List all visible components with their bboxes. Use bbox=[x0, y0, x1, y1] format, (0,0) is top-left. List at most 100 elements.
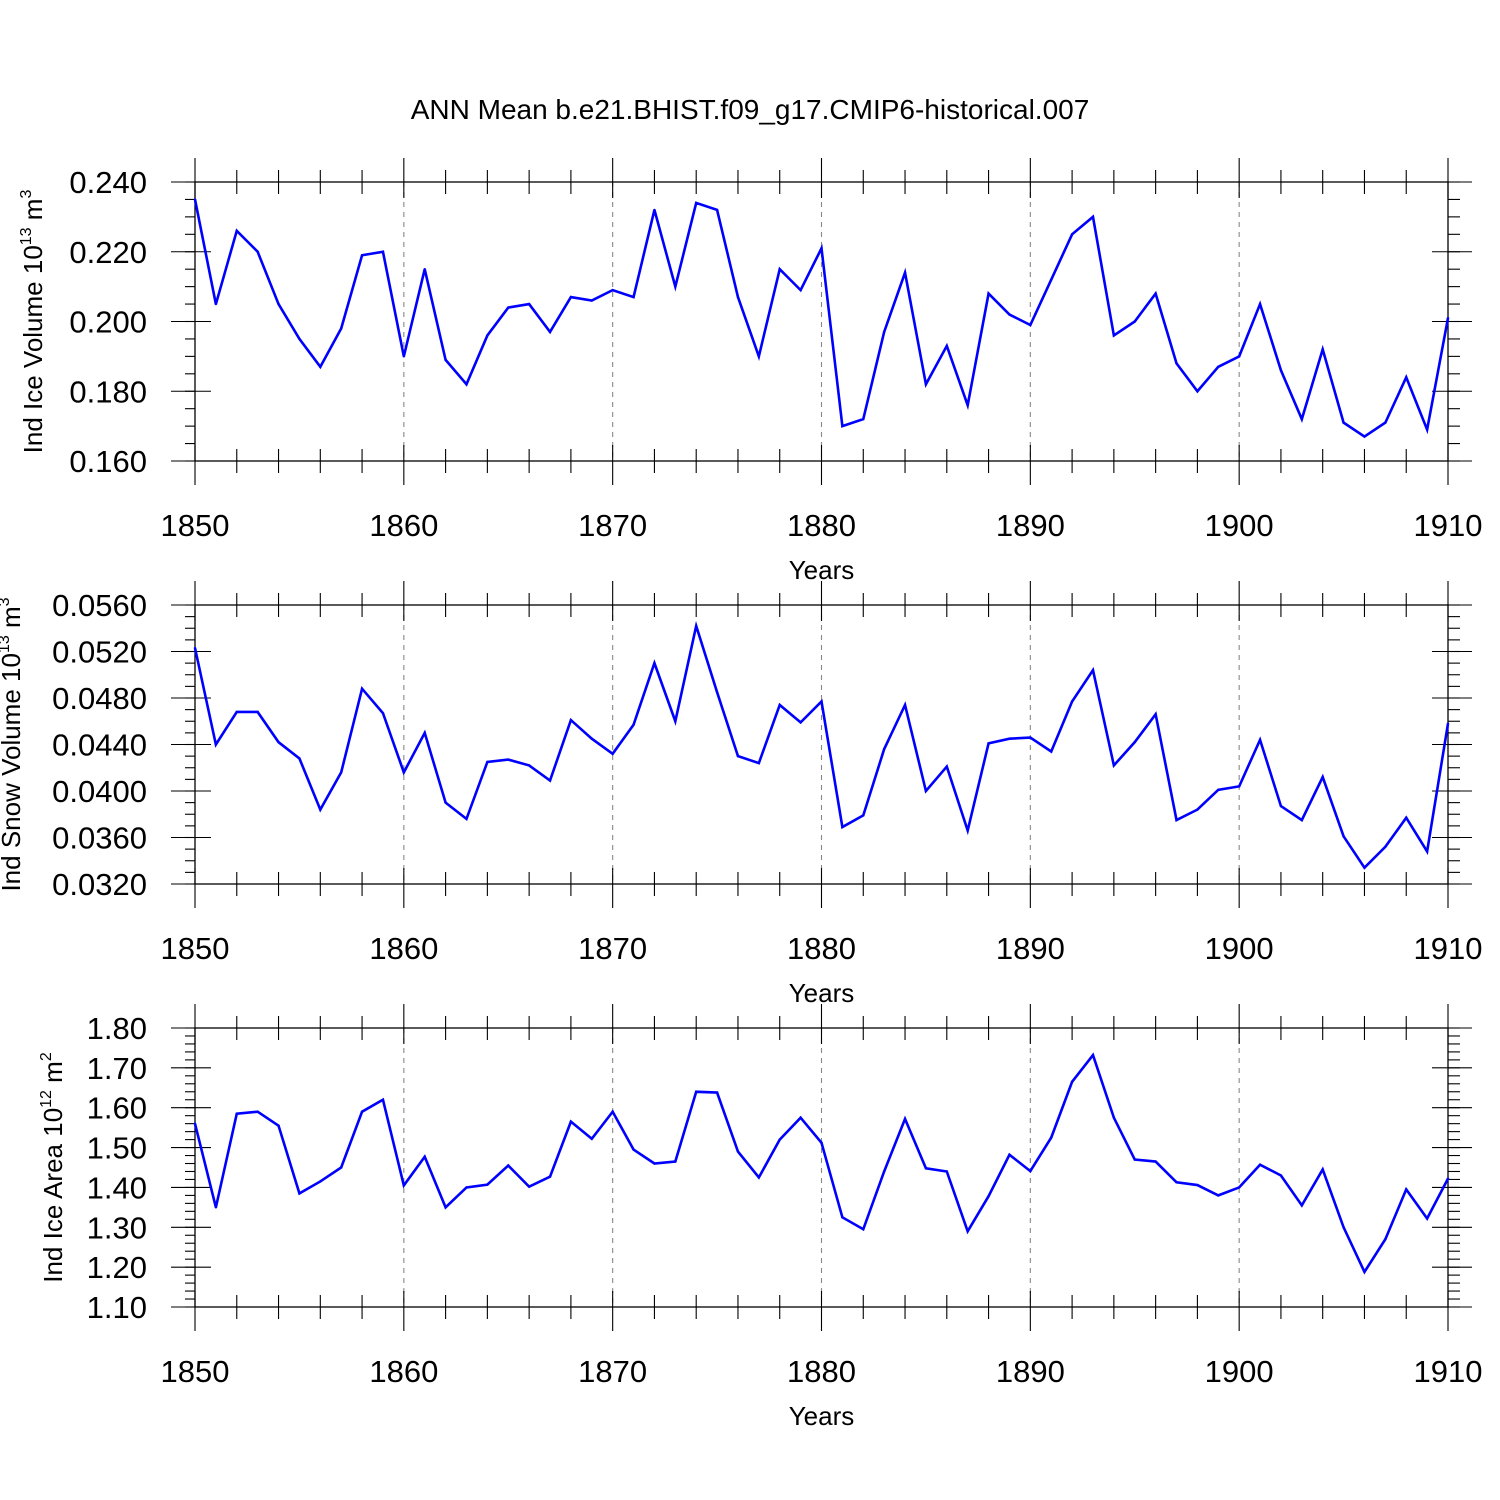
data-point bbox=[632, 295, 635, 299]
data-point bbox=[298, 757, 301, 760]
data-point bbox=[1091, 1053, 1095, 1057]
x-tick-label: 1910 bbox=[1414, 508, 1483, 543]
data-point bbox=[507, 1164, 510, 1167]
data-point bbox=[527, 1185, 531, 1188]
data-point bbox=[548, 330, 552, 334]
data-point bbox=[924, 1167, 928, 1170]
data-point bbox=[1300, 818, 1304, 822]
data-point bbox=[214, 743, 218, 746]
x-tick-label: 1890 bbox=[996, 1354, 1065, 1389]
data-point bbox=[402, 355, 406, 358]
x-tick-label: 1900 bbox=[1205, 931, 1274, 966]
data-point bbox=[757, 1176, 761, 1179]
y-axis-label: Ind Snow Volume 1013 m3 bbox=[0, 597, 26, 891]
data-point bbox=[1300, 417, 1304, 421]
data-point bbox=[1363, 866, 1366, 869]
y-tick-label: 1.10 bbox=[87, 1290, 147, 1325]
y-tick-label: 0.0560 bbox=[52, 588, 147, 623]
data-point bbox=[360, 1110, 364, 1113]
data-point bbox=[298, 1192, 301, 1195]
y-axis-label-ylabel-unit-exp: 3 bbox=[0, 597, 13, 606]
data-point bbox=[319, 808, 322, 811]
data-point bbox=[1237, 355, 1241, 358]
y-axis-label-ylabel-exp: 13 bbox=[18, 227, 35, 245]
data-point bbox=[736, 295, 740, 299]
data-point bbox=[1405, 1188, 1408, 1191]
data-point bbox=[507, 306, 510, 309]
x-tick-label: 1880 bbox=[787, 931, 856, 966]
x-axis-label: Years bbox=[789, 978, 855, 1008]
data-point bbox=[882, 330, 886, 334]
x-tick-label: 1900 bbox=[1205, 1354, 1274, 1389]
y-tick-label: 1.40 bbox=[87, 1170, 147, 1205]
data-point bbox=[715, 208, 719, 212]
data-point bbox=[653, 661, 656, 665]
data-point bbox=[569, 1120, 573, 1123]
x-axis-label: Years bbox=[789, 555, 855, 585]
x-tick-label: 1880 bbox=[787, 508, 856, 543]
data-point bbox=[695, 1090, 698, 1093]
y-tick-label: 0.160 bbox=[69, 444, 147, 479]
data-point bbox=[193, 198, 197, 201]
data-point bbox=[882, 1170, 886, 1173]
y-axis-label-ylabel-unit: m bbox=[38, 1061, 68, 1090]
y-tick-label: 0.0480 bbox=[52, 681, 147, 716]
data-point bbox=[590, 299, 593, 302]
data-point bbox=[1237, 1186, 1241, 1189]
data-point bbox=[1446, 722, 1450, 725]
data-point bbox=[1029, 736, 1032, 739]
data-point bbox=[444, 1206, 447, 1209]
data-point bbox=[1154, 1160, 1157, 1163]
data-point bbox=[1237, 785, 1241, 788]
data-point bbox=[862, 417, 865, 421]
data-point bbox=[486, 334, 489, 337]
data-point bbox=[298, 337, 301, 341]
data-point bbox=[862, 1228, 865, 1231]
data-point bbox=[1196, 390, 1199, 393]
data-point bbox=[1321, 1168, 1324, 1171]
data-point bbox=[569, 718, 573, 722]
data-point bbox=[1342, 421, 1345, 424]
data-point bbox=[1384, 845, 1387, 848]
y-tick-label: 0.180 bbox=[69, 374, 147, 409]
data-point bbox=[1258, 738, 1262, 742]
data-point bbox=[1342, 1226, 1345, 1229]
x-tick-label: 1850 bbox=[161, 931, 230, 966]
data-point bbox=[987, 1194, 990, 1198]
data-point bbox=[757, 355, 761, 358]
x-tick-label: 1890 bbox=[996, 931, 1065, 966]
data-point bbox=[757, 761, 761, 765]
data-point bbox=[486, 1183, 489, 1186]
x-axis-label: Years bbox=[789, 1401, 855, 1431]
data-point bbox=[423, 267, 426, 271]
data-point bbox=[1425, 428, 1429, 431]
data-point bbox=[319, 365, 322, 369]
data-point bbox=[1070, 700, 1074, 703]
data-point bbox=[339, 1166, 343, 1169]
x-tick-label: 1870 bbox=[578, 508, 647, 543]
data-point bbox=[569, 295, 573, 299]
data-point bbox=[1008, 313, 1011, 316]
data-point bbox=[465, 817, 468, 821]
data-point bbox=[1112, 334, 1116, 337]
data-point bbox=[674, 1160, 677, 1163]
data-point bbox=[527, 764, 531, 767]
data-point bbox=[966, 829, 969, 832]
y-tick-label: 0.240 bbox=[69, 165, 147, 200]
x-tick-label: 1850 bbox=[161, 1354, 230, 1389]
x-tick-label: 1910 bbox=[1414, 931, 1483, 966]
data-point bbox=[256, 1110, 259, 1113]
data-point bbox=[1050, 1136, 1053, 1139]
data-point bbox=[381, 711, 385, 715]
x-tick-label: 1880 bbox=[787, 1354, 856, 1389]
data-point bbox=[924, 383, 928, 386]
data-point bbox=[590, 737, 593, 740]
data-point bbox=[903, 703, 907, 707]
data-point bbox=[1112, 764, 1116, 767]
data-point bbox=[1321, 348, 1324, 351]
data-point bbox=[799, 288, 802, 292]
y-tick-label: 0.200 bbox=[69, 305, 147, 340]
data-point bbox=[1279, 369, 1283, 372]
data-point bbox=[632, 1148, 635, 1151]
data-point bbox=[319, 1180, 322, 1183]
